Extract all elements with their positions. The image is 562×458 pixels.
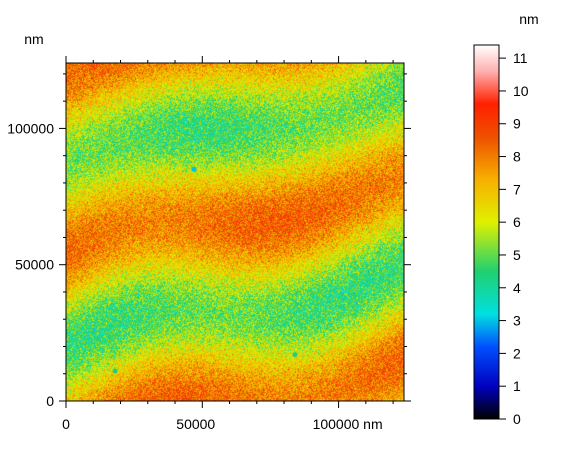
x-tick-label: 0: [62, 416, 70, 432]
colorbar-tick-label: 10: [513, 83, 529, 99]
y-tick-label: 100000: [7, 120, 54, 136]
y-unit-label: nm: [24, 31, 43, 47]
colorbar-tick-label: 3: [513, 313, 521, 329]
colorbar-tick-label: 8: [513, 149, 521, 165]
colorbar-tick-label: 0: [513, 411, 521, 427]
colorbar-tick-label: 11: [513, 50, 528, 66]
x-axis: 0 50000 100000 nm: [62, 56, 394, 432]
surface-feature-0: [191, 166, 197, 172]
surface-feature-2: [292, 352, 298, 358]
y-axis: 0 50000 100000: [7, 73, 411, 409]
surface-features: [112, 166, 298, 374]
colorbar-tick-label: 9: [513, 116, 521, 132]
heatmap-plot: [65, 62, 405, 402]
colorbar-tick-label: 5: [513, 247, 521, 263]
colorbar-tick-label: 2: [513, 345, 521, 361]
colorbar-unit-label: nm: [519, 11, 538, 27]
colorbar-tick-label: 6: [513, 214, 521, 230]
surface-feature-1: [112, 368, 118, 374]
colorbar-tick-label: 7: [513, 181, 521, 197]
y-tick-label: 0: [46, 393, 54, 409]
heatmap-canvas: [66, 63, 404, 401]
x-tick-label: 50000: [176, 416, 215, 432]
colorbar-axis: 0 1 2 3 4 5 6 7 8 9 10 11: [499, 50, 529, 427]
colorbar-tick-label: 4: [513, 280, 521, 296]
colorbar: [473, 44, 500, 420]
y-tick-label: 50000: [15, 257, 54, 273]
plot-frame: [65, 62, 405, 402]
colorbar-tick-label: 1: [513, 378, 521, 394]
x-tick-label: 100000 nm: [313, 416, 383, 432]
